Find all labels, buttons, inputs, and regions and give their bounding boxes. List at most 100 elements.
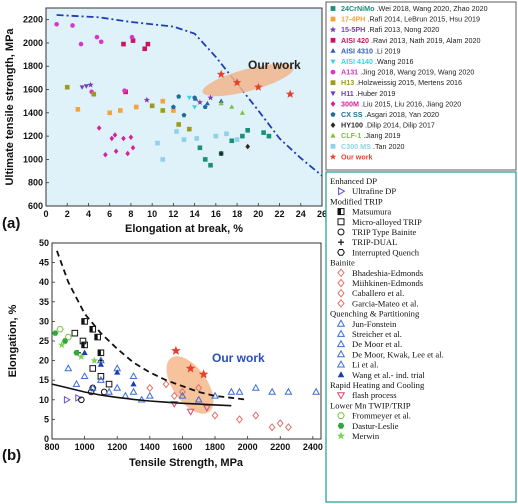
chart-b-legend-swatch xyxy=(338,239,344,246)
chart-a-legend-swatch xyxy=(330,143,336,149)
chart-a-legend-swatch xyxy=(330,91,336,97)
chart-b-x-tick-label: 1800 xyxy=(205,442,225,452)
chart-b-point xyxy=(77,352,86,360)
chart-b-legend-entry: Miihkinen-Edmonds xyxy=(352,278,424,288)
chart-b-y-axis-label: Elongation, % xyxy=(7,304,19,377)
chart-b-legend-entry: Garcia-Mateo et al. xyxy=(352,298,419,308)
chart-a-point xyxy=(107,110,112,116)
chart-b-legend-swatch xyxy=(337,299,345,308)
chart-b-point xyxy=(178,387,186,397)
chart-a-point xyxy=(224,131,229,137)
chart-b-point xyxy=(79,337,87,345)
chart-a-point xyxy=(192,105,198,110)
chart-b-y-tick-label: 10 xyxy=(39,395,49,405)
chart-b-legend-entry: Dastur-Leslie xyxy=(352,421,399,431)
chart-a-plot-area xyxy=(45,7,323,207)
chart-a-y-tick-label: 1000 xyxy=(23,154,43,164)
chart-a-x-tick-label: 24 xyxy=(296,209,306,219)
chart-a-legend-swatch xyxy=(330,69,336,75)
chart-b-point xyxy=(170,401,179,408)
chart-a-legend-entry: AISI 4310 .Li 2019 xyxy=(341,46,401,55)
chart-b-legend-entry: TRIP Type Bainite xyxy=(352,227,417,237)
chart-b-legend-group-header: Bainite xyxy=(330,258,355,268)
chart-a-point xyxy=(125,150,130,157)
chart-b-point xyxy=(96,375,105,383)
chart-a-point xyxy=(202,157,208,162)
chart-a-point xyxy=(70,23,75,28)
chart-a-legend: 24CrNiMo .Wei 2018, Wang 2020, Zhao 2020… xyxy=(325,1,517,171)
chart-b-y-tick-label: 25 xyxy=(39,336,49,346)
chart-b-point xyxy=(105,387,113,395)
chart-a-legend-swatch xyxy=(329,26,337,33)
chart-b-point xyxy=(276,419,284,428)
chart-a-point xyxy=(130,145,136,151)
chart-b-y-tick-label: 5 xyxy=(44,414,49,424)
chart-b-legend-group-header: Lower Mn TWIP/TRIP xyxy=(330,400,411,410)
chart-b-point xyxy=(146,383,154,393)
chart-b-annotation: Our work xyxy=(212,351,265,365)
chart-b-legend-swatch xyxy=(336,339,346,348)
chart-b-point xyxy=(80,372,89,379)
chart-a-legend-swatch xyxy=(330,48,336,53)
chart-a-y-tick-label: 1800 xyxy=(23,61,43,71)
chart-a-legend-entry: C300 MS .Tan 2020 xyxy=(341,142,405,151)
chart-a-point xyxy=(171,104,176,109)
chart-a-x-tick-label: 10 xyxy=(147,209,157,219)
chart-a-point xyxy=(204,100,210,106)
chart-b-point xyxy=(202,404,211,412)
chart-a-point xyxy=(232,78,242,87)
chart-b-x-tick-label: 1000 xyxy=(75,442,95,452)
chart-b-point xyxy=(89,325,97,333)
chart-a-point xyxy=(218,100,224,106)
chart-a-legend-swatch xyxy=(330,132,336,138)
chart-a-y-tick-label: 800 xyxy=(28,178,43,188)
chart-a-point xyxy=(122,88,127,93)
chart-a-point xyxy=(64,84,70,90)
chart-b-our-work-point xyxy=(171,345,181,355)
chart-b-legend-swatch xyxy=(336,360,346,368)
chart-b-point xyxy=(105,380,113,388)
chart-b-legend-group-header: Enhanced DP xyxy=(330,176,377,186)
chart-a-point xyxy=(187,126,192,132)
chart-b-legend-swatch xyxy=(337,371,345,378)
chart-b-point xyxy=(97,372,105,380)
chart-b-legend-swatch xyxy=(337,278,345,288)
chart-b-legend-swatch xyxy=(336,349,346,358)
chart-a-y-tick-label: 1600 xyxy=(23,85,43,95)
chart-b-point xyxy=(236,415,243,424)
chart-a-panel-label: (a) xyxy=(2,215,20,232)
chart-a-y-tick-label: 2000 xyxy=(23,38,43,48)
chart-a-point xyxy=(91,91,97,97)
chart-a-point xyxy=(103,152,108,158)
chart-b-point xyxy=(252,411,260,420)
chart-b-x-tick-label: 2000 xyxy=(238,442,258,452)
chart-b-legend-entry: TRIP-DUAL xyxy=(352,237,397,247)
chart-a-point xyxy=(245,127,250,133)
chart-a-point xyxy=(129,34,135,40)
chart-a-x-tick-label: 4 xyxy=(86,209,91,219)
chart-a-legend-swatch xyxy=(330,6,336,11)
chart-b-y-tick-label: 20 xyxy=(39,356,49,366)
chart-b-y-tick-label: 45 xyxy=(39,258,49,268)
chart-a-point xyxy=(285,89,295,98)
chart-b-plot-area xyxy=(51,242,322,440)
chart-a-x-tick-label: 18 xyxy=(232,209,242,219)
chart-b-legend-entry: De Moor et al. xyxy=(352,339,402,349)
chart-b-our-work-highlight xyxy=(166,356,214,414)
chart-b-point xyxy=(284,387,293,395)
chart-b-y-tick-label: 50 xyxy=(39,238,49,248)
chart-a-legend-swatch xyxy=(330,80,336,86)
chart-a-legend-entry: AISI 4140 .Wang 2016 xyxy=(341,57,413,66)
chart-a-legend-swatch xyxy=(330,101,336,107)
chart-a-point xyxy=(96,125,102,131)
chart-a-point xyxy=(174,129,179,134)
chart-a-point xyxy=(128,134,134,140)
chart-b-legend-swatch xyxy=(337,218,345,226)
chart-a-point xyxy=(112,132,118,138)
chart-b-point xyxy=(64,333,72,341)
chart-b-y-tick-label: 15 xyxy=(39,375,49,385)
chart-b-legend-entry: Micro-alloyed TRIP xyxy=(352,217,422,227)
chart-b-legend-swatch xyxy=(336,329,346,337)
chart-b-legend-entry: Interrupted Quench xyxy=(352,247,420,257)
chart-b-point xyxy=(145,391,154,399)
